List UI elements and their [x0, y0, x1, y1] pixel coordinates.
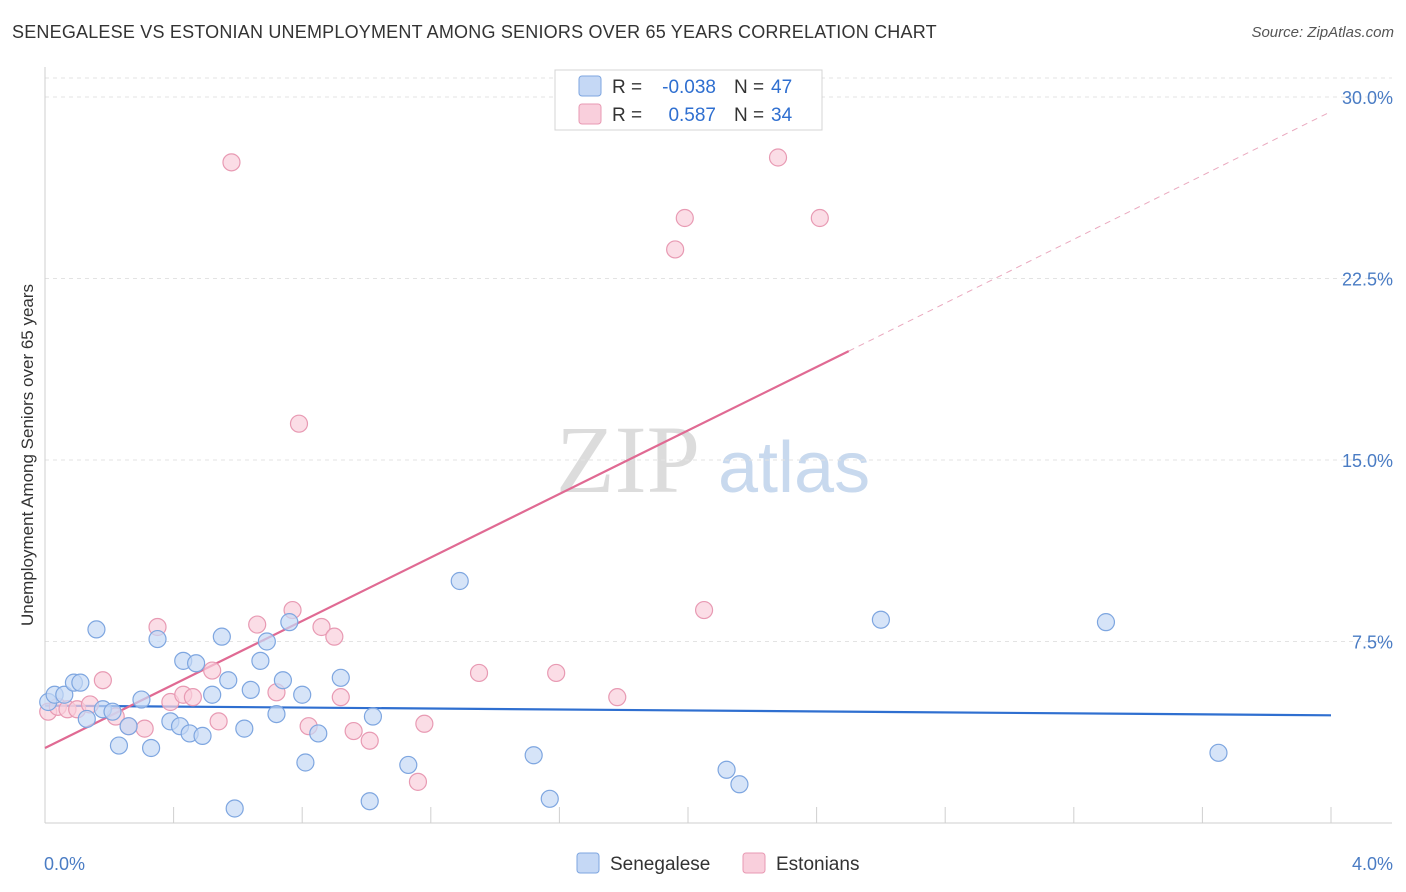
y-tick-label: 22.5%: [1342, 270, 1393, 290]
senegalese-point: [524, 746, 543, 765]
senegalese-point: [730, 775, 749, 794]
watermark-atlas: atlas: [718, 428, 870, 508]
y-axis-label: Unemployment Among Seniors over 65 years: [18, 284, 37, 626]
legend-swatch-senegalese: [578, 75, 602, 97]
senegalese-point: [309, 724, 328, 743]
legend-r-label-2: R =: [612, 105, 642, 126]
estonian-trend-line: [44, 350, 850, 749]
senegalese-point: [871, 610, 891, 629]
chart-title: SENEGALESE VS ESTONIAN UNEMPLOYMENT AMON…: [12, 22, 937, 42]
senegalese-point: [360, 792, 379, 811]
estonian-point: [331, 688, 350, 707]
estonian-point: [415, 714, 434, 733]
estonian-point: [675, 208, 694, 228]
bottom-legend-swatch-estonians: [742, 852, 766, 874]
estonian-point: [325, 627, 344, 646]
correlation-legend: R = -0.038 N = 47 R = 0.587 N = 34: [554, 69, 823, 131]
senegalese-point: [132, 690, 151, 709]
estonian-point: [222, 153, 241, 172]
estonian-point: [93, 671, 112, 690]
y-tick-label: 30.0%: [1342, 88, 1393, 108]
estonian-point: [768, 148, 788, 167]
senegalese-point: [71, 673, 90, 692]
senegalese-point: [450, 571, 469, 591]
senegalese-point: [251, 651, 270, 670]
senegalese-point: [203, 685, 222, 704]
senegalese-point: [148, 629, 167, 649]
x-tick-label-min: 0.0%: [44, 854, 85, 874]
senegalese-point: [267, 704, 286, 724]
senegalese-point: [296, 753, 315, 772]
estonian-point: [666, 240, 685, 259]
y-tick-label: 7.5%: [1352, 633, 1393, 653]
legend-r-value-1: -0.038: [662, 77, 716, 98]
data-points: [39, 148, 1228, 818]
senegalese-point: [1096, 613, 1116, 632]
trend-lines: [44, 111, 1332, 749]
estonian-point: [360, 731, 379, 750]
series-legend: Senegalese Estonians: [576, 852, 859, 875]
estonian-point: [209, 712, 228, 731]
grid-lines: [45, 77, 1392, 642]
senegalese-point: [273, 671, 293, 690]
senegalese-point: [55, 685, 74, 704]
senegalese-point: [280, 613, 299, 632]
estonian-point: [135, 719, 154, 738]
senegalese-point: [219, 671, 238, 690]
estonian-point: [810, 208, 829, 228]
senegalese-point: [193, 726, 212, 745]
senegalese-point: [225, 799, 244, 818]
senegalese-point: [103, 702, 122, 721]
estonian-point: [469, 663, 489, 683]
bottom-legend-swatch-senegalese: [576, 852, 600, 874]
bottom-legend-estonians: Estonians: [776, 854, 859, 875]
legend-n-value-1: 47: [771, 77, 792, 98]
legend-r-label-1: R =: [612, 77, 642, 98]
senegalese-point: [235, 719, 254, 738]
source-credit: Source: ZipAtlas.com: [1251, 24, 1394, 41]
estonian-point: [344, 721, 363, 741]
estonian-point: [203, 661, 222, 680]
estonian-point: [248, 615, 267, 634]
senegalese-point: [717, 760, 736, 779]
senegalese-point: [331, 668, 350, 687]
estonian-point: [608, 688, 627, 707]
senegalese-point: [540, 789, 559, 808]
senegalese-point: [141, 738, 161, 758]
senegalese-point: [87, 620, 106, 639]
senegalese-point: [1209, 743, 1228, 762]
y-tick-label: 15.0%: [1342, 451, 1393, 471]
estonian-point: [547, 663, 566, 683]
senegalese-point: [257, 632, 276, 651]
senegalese-point: [212, 627, 231, 646]
estonian-point: [694, 600, 714, 620]
senegalese-point: [293, 685, 312, 704]
bottom-legend-senegalese: Senegalese: [610, 854, 710, 875]
estonian-point: [312, 617, 331, 637]
legend-n-value-2: 34: [771, 105, 793, 126]
legend-r-value-2: 0.587: [668, 105, 716, 126]
estonian-point: [183, 688, 202, 707]
senegalese-point: [109, 736, 129, 755]
estonian-trend-extension: [848, 111, 1332, 352]
legend-n-label-2: N =: [734, 105, 764, 126]
senegalese-point: [241, 680, 260, 700]
tick-labels: 7.5% 15.0% 22.5% 30.0% 0.0% 4.0%: [44, 88, 1393, 874]
senegalese-point: [77, 709, 96, 729]
senegalese-point: [187, 654, 206, 673]
senegalese-point: [363, 707, 383, 726]
estonian-point: [289, 414, 309, 433]
x-tick-label-max: 4.0%: [1352, 854, 1393, 874]
senegalese-point: [399, 755, 418, 775]
legend-n-label-1: N =: [734, 77, 764, 98]
senegalese-point: [119, 717, 138, 736]
senegalese-trend-line: [44, 704, 1332, 717]
estonian-point: [408, 772, 428, 791]
legend-swatch-estonians: [578, 103, 602, 125]
